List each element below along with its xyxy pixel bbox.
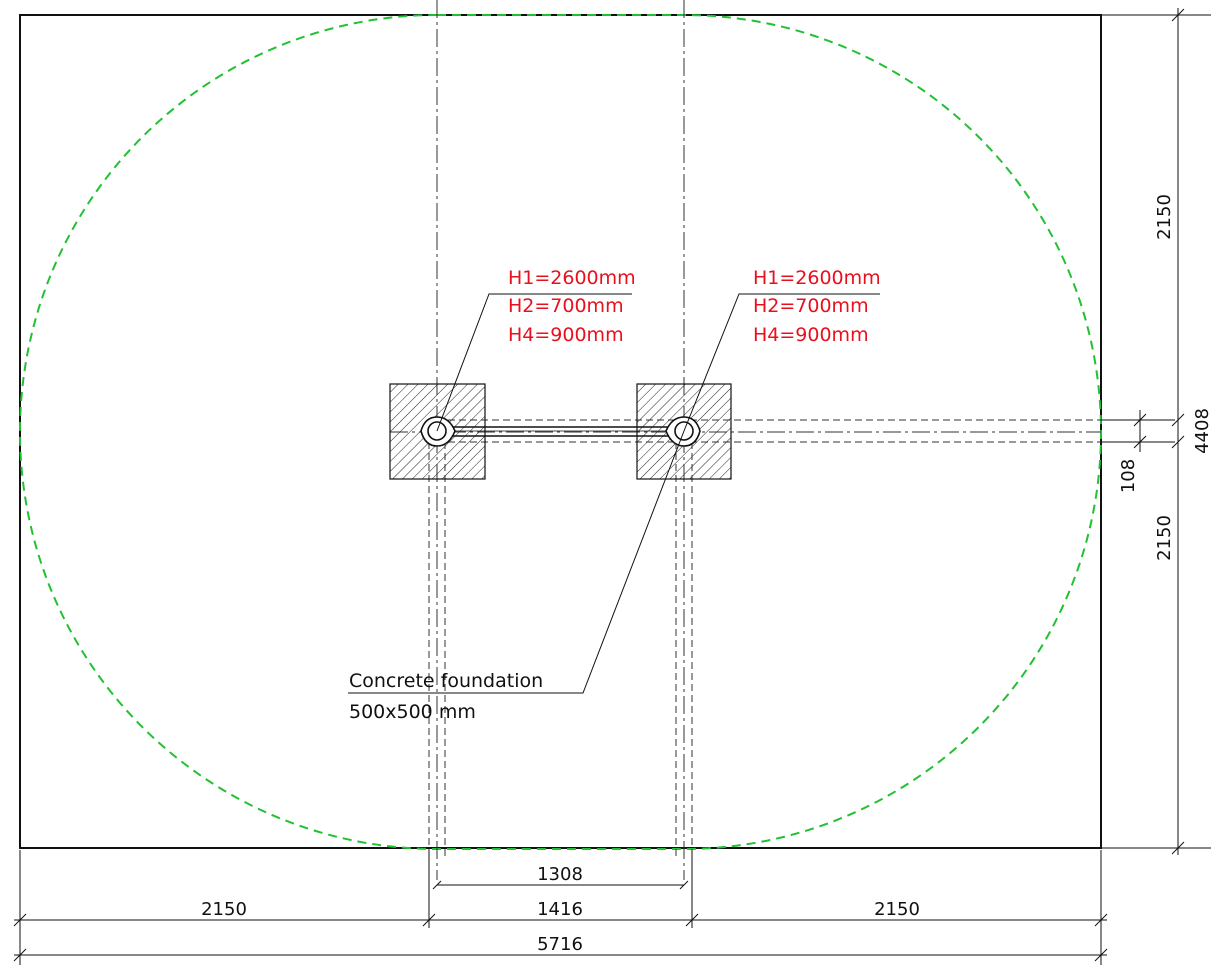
centerlines	[390, 0, 1101, 880]
dim-right-top: 2150	[1154, 194, 1175, 240]
safety-zone-outline	[19, 14, 1102, 850]
dim-bottom-left: 2150	[201, 899, 247, 920]
post-right-h1: H1=2600mm	[753, 267, 881, 289]
bottom-dimension-lines	[13, 850, 1108, 965]
post-leader-lines	[436, 293, 880, 432]
foundation-leader-line	[348, 430, 685, 694]
dim-bottom-mid: 1416	[537, 899, 583, 920]
foundation-label: Concrete foundation	[349, 670, 543, 692]
dim-right-bottom: 2150	[1154, 515, 1175, 561]
dim-bottom-total: 5716	[537, 934, 583, 955]
post-right-h4: H4=900mm	[753, 324, 869, 346]
right-dimension-lines	[1101, 8, 1211, 855]
horizontal-bar	[451, 426, 670, 437]
post-left-h1: H1=2600mm	[508, 267, 636, 289]
foundation-size-label: 500x500 mm	[349, 701, 476, 723]
post-right-h2: H2=700mm	[753, 295, 869, 317]
post-left-h2: H2=700mm	[508, 295, 624, 317]
post-right	[665, 416, 701, 447]
dim-bottom-inner: 1308	[537, 864, 583, 885]
dim-right-total: 4408	[1192, 408, 1211, 454]
post-left	[420, 416, 456, 447]
post-left-h4: H4=900mm	[508, 324, 624, 346]
boundary-rectangle	[19, 14, 1102, 849]
construction-lines	[428, 419, 1101, 860]
dim-right-small: 108	[1118, 459, 1139, 493]
dim-bottom-right: 2150	[874, 899, 920, 920]
